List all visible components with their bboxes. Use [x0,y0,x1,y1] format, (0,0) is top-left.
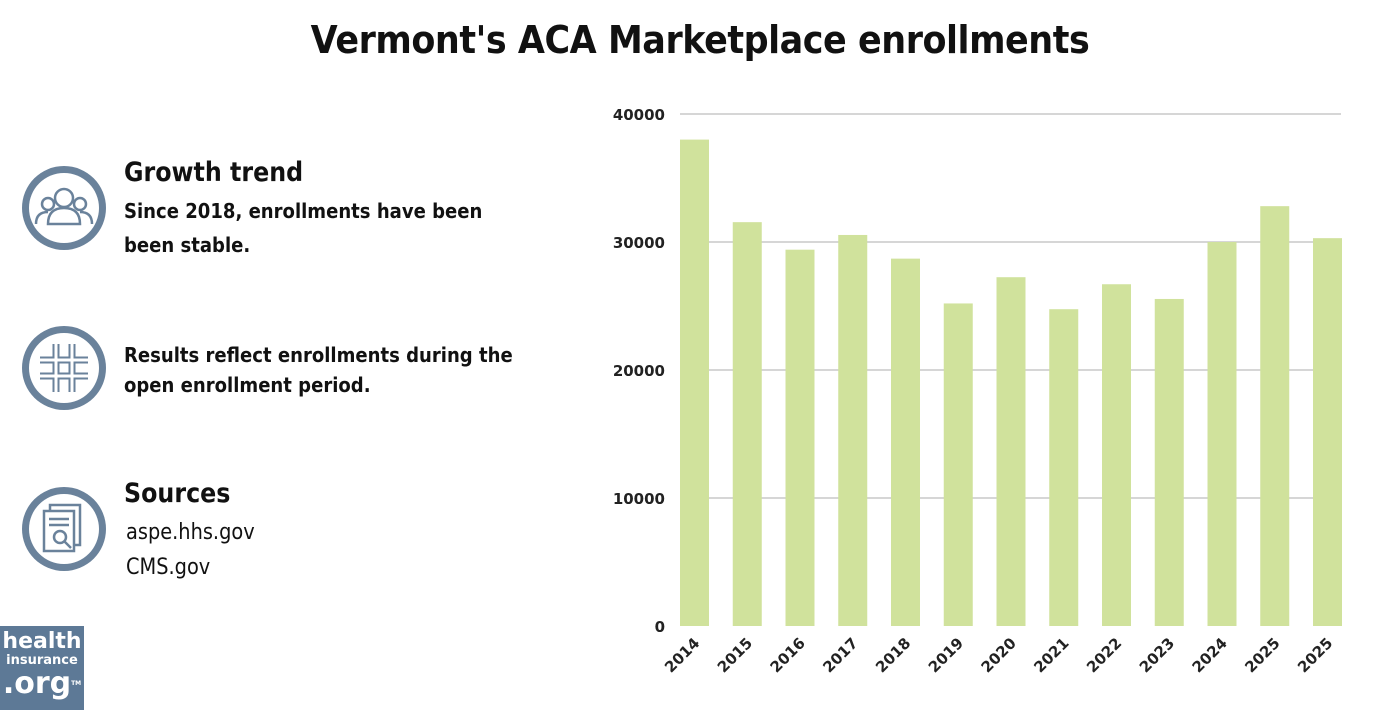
x-tick-label: 2015 [714,634,756,676]
x-tick-label: 2023 [1136,634,1178,676]
note-heading: Sources [124,478,231,509]
hashtag-icon [22,326,106,410]
people-icon [22,166,106,250]
bar [1154,298,1184,626]
bar [1313,238,1342,626]
bar [1049,309,1079,626]
bar [1102,284,1131,626]
source-link[interactable]: aspe.hhs.gov [126,520,255,545]
x-tick-label: 2016 [767,634,809,676]
y-tick-label: 40000 [613,106,665,124]
bar [1207,242,1237,626]
bar [838,234,868,626]
y-tick-label: 10000 [613,490,665,508]
x-tick-label: 2018 [872,634,914,676]
x-tick-label: 2025 [1294,634,1336,676]
note-text: been stable. [124,233,251,257]
note-heading: Growth trend [124,157,304,188]
y-tick-label: 0 [655,618,665,636]
x-tick-label: 2022 [1083,634,1125,676]
chart-title: Vermont's ACA Marketplace enrollments [310,18,1090,62]
note-text: Results reflect enrollments during the [124,343,513,367]
bar [680,139,709,626]
healthinsurance-logo: health insurance .orgTM [0,626,84,710]
bar [1260,206,1290,626]
bar [996,277,1026,626]
x-tick-label: 2025 [1241,634,1283,676]
note-text: Since 2018, enrollments have been [124,199,483,223]
bar [785,249,815,626]
x-tick-label: 2021 [1030,634,1072,676]
x-tick-label: 2024 [1189,634,1231,676]
note-text: open enrollment period. [124,373,371,397]
bar [732,222,762,626]
x-tick-label: 2020 [978,634,1020,676]
bar [891,258,920,626]
source-link[interactable]: CMS.gov [126,555,211,580]
x-tick-label: 2017 [819,634,861,676]
document-search-icon [22,487,106,571]
x-tick-label: 2014 [661,634,703,676]
y-tick-label: 30000 [613,234,665,252]
y-tick-label: 20000 [613,362,665,380]
x-tick-label: 2019 [925,634,967,676]
bar [943,303,973,626]
